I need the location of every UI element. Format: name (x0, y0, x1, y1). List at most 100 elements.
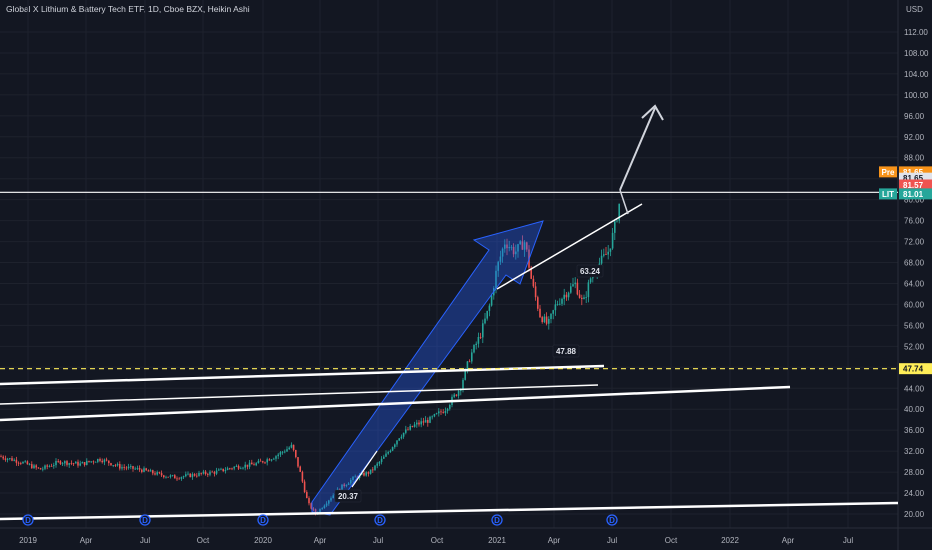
candle-body (442, 412, 444, 414)
candle-body (380, 458, 383, 462)
dividend-marker (374, 514, 386, 526)
candle-body (385, 453, 387, 457)
candle-body (61, 463, 64, 465)
candle-body (158, 472, 161, 474)
candle-body (251, 462, 253, 465)
candle-body (259, 460, 262, 462)
candle-body (226, 468, 229, 471)
candle-body (119, 464, 121, 469)
candle-body (541, 317, 543, 323)
annotation-label: 63.24 (580, 267, 601, 276)
candle-body (290, 444, 293, 448)
candle-body (303, 481, 306, 493)
candle-body (420, 421, 422, 425)
candle-body (418, 422, 420, 425)
price-tag-label: LIT (882, 190, 894, 199)
candle-body (39, 468, 42, 470)
candle-body (341, 484, 343, 490)
trendline-mid (0, 384, 599, 405)
candle-body (160, 473, 163, 476)
candle-body (44, 465, 46, 469)
y-tick-label: 92.00 (904, 133, 925, 142)
candle-body (464, 369, 466, 380)
candle-body (79, 463, 81, 466)
candle-body (453, 394, 455, 397)
candle-body (411, 425, 414, 427)
candle-body (374, 465, 376, 470)
candle-body (189, 473, 191, 478)
candle-body (2, 456, 4, 459)
candle-body (50, 465, 53, 467)
candle-body (486, 310, 488, 319)
x-tick-label: Apr (314, 536, 327, 545)
candle-body (433, 414, 436, 417)
candle-body (66, 461, 68, 465)
candle-body (561, 298, 563, 304)
price-tag-label: Pre (882, 168, 895, 177)
candle-body (565, 294, 568, 298)
candle-body (284, 451, 286, 453)
candle-body (116, 464, 119, 466)
candle-body (607, 251, 609, 255)
candle-body (268, 459, 271, 461)
candle-body (35, 465, 37, 468)
candle-body (231, 468, 233, 470)
candle-body (138, 468, 141, 470)
candle-body (508, 247, 510, 249)
candle-body (609, 248, 612, 252)
candle-body (407, 429, 409, 431)
candle-body (473, 345, 475, 353)
candle-body (387, 452, 389, 454)
candle-body (218, 469, 220, 471)
candle-body (200, 472, 202, 474)
projection-arrow-tail (619, 189, 629, 215)
price-tag-bg (899, 188, 932, 200)
candle-body (405, 429, 407, 433)
candle-body (266, 459, 268, 463)
candle-body (471, 352, 473, 362)
y-tick-label: 32.00 (904, 447, 925, 456)
candle-body (444, 410, 447, 414)
annotation-box (552, 344, 580, 358)
candle-body (24, 461, 26, 463)
price-tag-bg (899, 172, 932, 184)
candle-body (515, 251, 517, 255)
candle-body (121, 467, 123, 469)
candle-body (537, 297, 539, 309)
candle-body (570, 286, 572, 293)
candle-body (488, 305, 491, 311)
price-tag-value: 81.65 (903, 174, 924, 183)
candle-body (396, 440, 398, 445)
candle-body (352, 476, 354, 480)
candle-body (521, 241, 524, 250)
candle-body (554, 304, 557, 311)
candle-body (110, 463, 112, 466)
candle-body (103, 459, 106, 463)
candle-body (490, 295, 493, 306)
candle-body (422, 421, 425, 423)
candle-body (563, 294, 565, 299)
candle-body (332, 495, 334, 499)
x-tick-label: Jul (140, 536, 150, 545)
candle-body (125, 467, 128, 469)
candle-body (277, 454, 279, 457)
candle-body (369, 469, 372, 474)
x-tick-label: 2019 (19, 536, 37, 545)
candle-body (108, 460, 110, 464)
candle-body (288, 447, 290, 450)
dividend-marker-label: D (609, 516, 615, 525)
y-tick-label: 40.00 (904, 405, 925, 414)
candle-body (526, 242, 528, 250)
candle-body (20, 463, 22, 464)
candle-body (517, 244, 519, 252)
candle-body (365, 472, 367, 476)
candle-body (46, 465, 48, 467)
candle-body (92, 461, 95, 463)
candle-body (240, 468, 242, 470)
dividend-marker (491, 514, 503, 526)
y-tick-label: 52.00 (904, 342, 925, 351)
candle-body (211, 471, 213, 473)
x-tick-label: Jul (373, 536, 383, 545)
